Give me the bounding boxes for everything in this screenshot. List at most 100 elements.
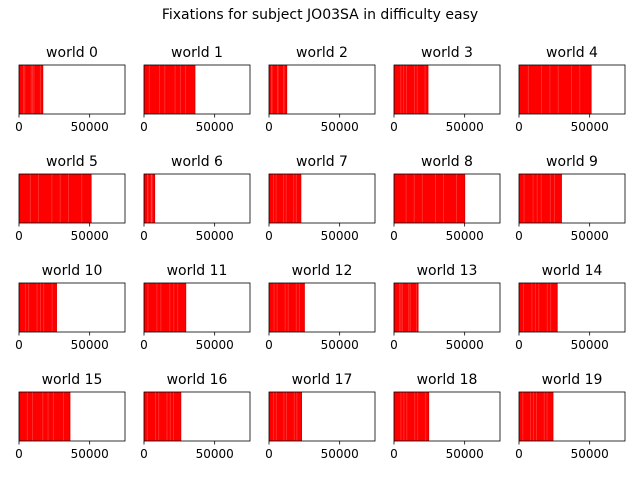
panel-title: world 3: [421, 45, 473, 61]
x-tick-label: 0: [140, 338, 148, 352]
axes-frame: [143, 173, 251, 224]
axes-frame: [268, 391, 376, 442]
panel-16: world 16 0 50000: [140, 372, 251, 461]
x-tick-label: 0: [265, 447, 273, 461]
x-tick-label: 50000: [446, 338, 484, 352]
panel-title: world 9: [546, 154, 598, 170]
panel-title: world 0: [46, 45, 98, 61]
panel-11: world 11 0 50000: [140, 263, 251, 352]
x-tick-label: 0: [140, 229, 148, 243]
x-tick-label: 50000: [196, 229, 234, 243]
panel-9: world 9 0 50000: [515, 154, 626, 243]
x-tick-label: 0: [15, 338, 23, 352]
panel-6: world 6 0 50000: [140, 154, 251, 243]
axes-frame: [18, 64, 126, 115]
x-tick-label: 0: [390, 447, 398, 461]
panel-title: world 4: [546, 45, 598, 61]
x-tick-label: 50000: [321, 120, 359, 134]
fixation-span: [269, 392, 302, 441]
panel-title: world 17: [292, 372, 353, 388]
panel-19: world 19 0 50000: [515, 372, 626, 461]
panel-12: world 12 0 50000: [265, 263, 376, 352]
fixation-span: [394, 174, 465, 223]
fixation-span: [144, 392, 181, 441]
axes-frame: [393, 282, 501, 333]
x-tick-label: 50000: [321, 229, 359, 243]
x-tick-label: 0: [15, 229, 23, 243]
panel-title: world 14: [542, 263, 603, 279]
panel-title: world 11: [167, 263, 228, 279]
fixation-span: [144, 65, 195, 114]
fixation-span: [269, 283, 305, 332]
panel-14: world 14 0 50000: [515, 263, 626, 352]
panel-title: world 2: [296, 45, 348, 61]
fixation-span: [19, 283, 57, 332]
panel-13: world 13 0 50000: [390, 263, 501, 352]
x-tick-label: 0: [265, 120, 273, 134]
x-tick-label: 0: [390, 229, 398, 243]
panel-2: world 2 0 50000: [265, 45, 376, 134]
fixation-span: [394, 392, 429, 441]
x-tick-label: 50000: [71, 120, 109, 134]
x-tick-label: 0: [515, 120, 523, 134]
fixation-span: [19, 392, 70, 441]
fixation-span: [144, 283, 186, 332]
panel-title: world 18: [417, 372, 478, 388]
panel-title: world 12: [292, 263, 353, 279]
x-tick-label: 50000: [571, 120, 609, 134]
x-tick-label: 50000: [196, 338, 234, 352]
panel-title: world 6: [171, 154, 223, 170]
x-tick-label: 50000: [321, 338, 359, 352]
panel-5: world 5 0 50000: [15, 154, 126, 243]
panel-18: world 18 0 50000: [390, 372, 501, 461]
x-tick-label: 0: [265, 229, 273, 243]
x-tick-label: 50000: [71, 229, 109, 243]
x-tick-label: 0: [140, 447, 148, 461]
axes-frame: [518, 64, 626, 115]
fixation-span: [519, 283, 558, 332]
x-tick-label: 0: [15, 120, 23, 134]
axes-frame: [268, 64, 376, 115]
axes-frame: [143, 64, 251, 115]
x-tick-label: 0: [265, 338, 273, 352]
fixation-span: [394, 283, 419, 332]
x-tick-label: 0: [515, 447, 523, 461]
panel-1: world 1 0 50000: [140, 45, 251, 134]
fixation-span: [519, 65, 592, 114]
x-tick-label: 50000: [71, 338, 109, 352]
x-tick-label: 0: [515, 229, 523, 243]
fixation-span: [394, 65, 428, 114]
x-tick-label: 50000: [571, 229, 609, 243]
panel-title: world 8: [421, 154, 473, 170]
axes-frame: [18, 282, 126, 333]
panel-title: world 7: [296, 154, 348, 170]
figure-title: Fixations for subject JO03SA in difficul…: [161, 7, 479, 23]
axes-frame: [18, 391, 126, 442]
axes-frame: [18, 173, 126, 224]
fixation-span: [144, 174, 155, 223]
panel-3: world 3 0 50000: [390, 45, 501, 134]
axes-frame: [393, 173, 501, 224]
panel-10: world 10 0 50000: [15, 263, 126, 352]
x-tick-label: 0: [390, 338, 398, 352]
panel-4: world 4 0 50000: [515, 45, 626, 134]
fixation-span: [269, 174, 301, 223]
axes-frame: [143, 391, 251, 442]
x-tick-label: 50000: [71, 447, 109, 461]
x-tick-label: 50000: [571, 447, 609, 461]
axes-frame: [393, 64, 501, 115]
x-tick-label: 50000: [446, 447, 484, 461]
fixation-span: [519, 174, 562, 223]
fixation-span: [519, 392, 553, 441]
panel-15: world 15 0 50000: [15, 372, 126, 461]
x-tick-label: 50000: [321, 447, 359, 461]
x-tick-label: 50000: [196, 120, 234, 134]
panel-title: world 16: [167, 372, 228, 388]
panel-17: world 17 0 50000: [265, 372, 376, 461]
axes-frame: [393, 391, 501, 442]
x-tick-label: 50000: [571, 338, 609, 352]
x-tick-label: 50000: [446, 229, 484, 243]
axes-frame: [268, 282, 376, 333]
